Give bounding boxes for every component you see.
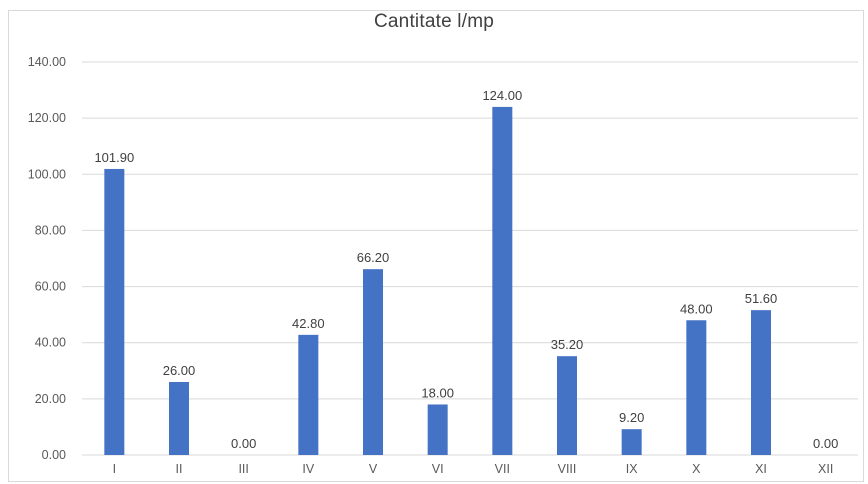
- bar: [621, 429, 642, 455]
- chart-area: [8, 10, 864, 482]
- data-label: 35.20: [551, 337, 584, 352]
- y-tick-label: 20.00: [35, 392, 66, 406]
- chart-title: Cantitate l/mp: [373, 11, 495, 32]
- data-label: 51.60: [745, 291, 778, 306]
- y-tick-label: 120.00: [28, 111, 66, 125]
- data-label: 0.00: [231, 436, 256, 451]
- x-tick-label: I: [113, 462, 116, 476]
- x-tick-label: X: [692, 462, 701, 476]
- data-label: 0.00: [813, 436, 838, 451]
- x-axis: I II III IV V VI VII VIII IX X XI XII: [113, 462, 834, 476]
- data-label: 26.00: [163, 363, 196, 378]
- y-tick-label: 40.00: [35, 336, 66, 350]
- x-tick-label: IX: [626, 462, 638, 476]
- x-tick-label: VIII: [558, 462, 577, 476]
- bar: [298, 334, 319, 455]
- x-tick-label: VII: [495, 462, 510, 476]
- gridlines: [82, 61, 858, 456]
- data-labels: 101.90 26.00 0.00 42.80 66.20 18.00 124.00 35.2…: [94, 88, 838, 451]
- bar: [751, 310, 771, 455]
- x-tick-label: II: [176, 462, 183, 476]
- data-label: 124.00: [482, 88, 522, 103]
- y-tick-label: 80.00: [35, 223, 66, 237]
- y-tick-label: 60.00: [35, 280, 66, 294]
- y-tick-label: 140.00: [28, 55, 66, 69]
- x-tick-label: VI: [432, 462, 444, 476]
- x-tick-label: XI: [755, 462, 767, 476]
- data-label: 48.00: [680, 301, 713, 316]
- data-label: 66.20: [357, 250, 390, 265]
- x-tick-label: IV: [302, 462, 314, 476]
- bar: [104, 168, 125, 455]
- y-tick-label: 100.00: [28, 167, 66, 181]
- x-tick-label: V: [369, 462, 378, 476]
- bar: [363, 269, 383, 455]
- bar: [169, 382, 189, 455]
- data-label: 42.80: [292, 316, 325, 331]
- bar: [427, 404, 448, 455]
- bar: [492, 106, 513, 456]
- data-label: 18.00: [421, 385, 454, 400]
- y-tick-label: 0.00: [42, 448, 66, 462]
- y-axis: 0.00 20.00 40.00 60.00 80.00 100.00 120.00 140.…: [28, 55, 66, 462]
- x-tick-label: III: [238, 462, 248, 476]
- data-label: 9.20: [619, 410, 644, 425]
- bar-series: [104, 106, 771, 456]
- data-label: 101.90: [94, 150, 134, 165]
- bar: [686, 320, 707, 455]
- x-tick-label: XII: [818, 462, 833, 476]
- bar: [557, 356, 577, 455]
